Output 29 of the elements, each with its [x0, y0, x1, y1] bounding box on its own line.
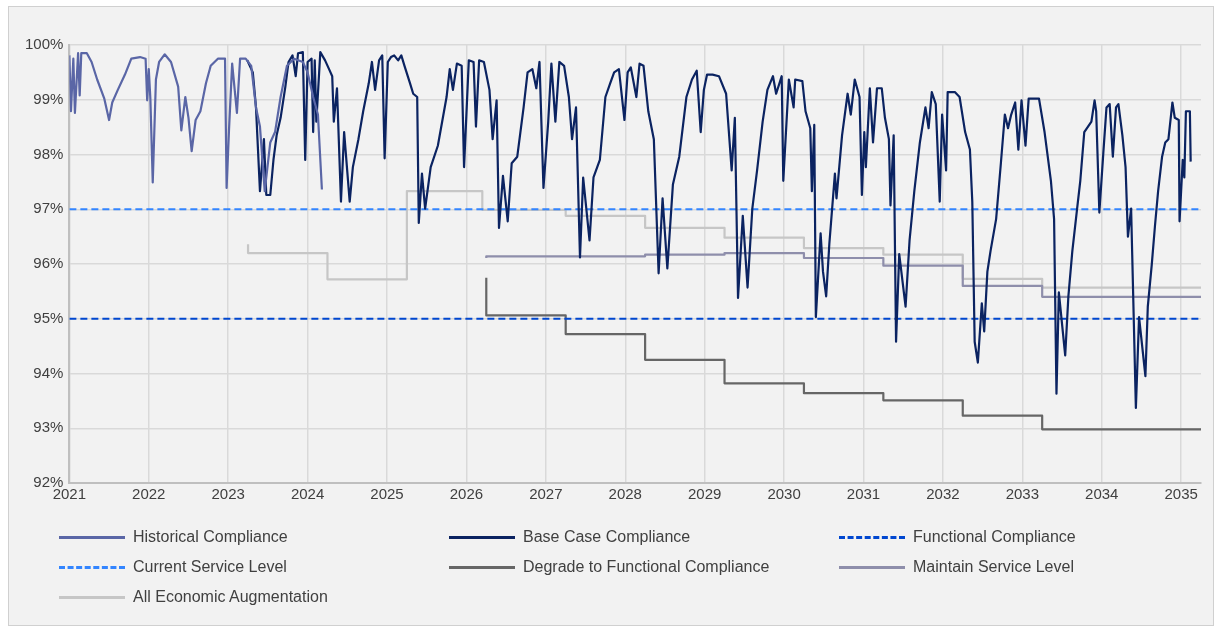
y-tick-label: 96%: [33, 254, 64, 272]
y-tick-label: 98%: [33, 144, 64, 162]
x-tick-label: 2024: [290, 485, 325, 503]
y-tick-label: 93%: [33, 418, 64, 436]
legend-label: Maintain Service Level: [913, 558, 1074, 576]
y-tick-label: 95%: [33, 308, 64, 326]
legend-label: Historical Compliance: [133, 528, 288, 546]
legend-label: All Economic Augmentation: [133, 588, 328, 606]
x-tick-label: 2032: [926, 485, 960, 503]
y-tick-label: 100%: [24, 35, 64, 53]
x-tick-label: 2030: [767, 485, 801, 503]
x-tick-label: 2028: [608, 485, 642, 503]
legend-label: Base Case Compliance: [523, 528, 691, 546]
y-tick-label: 99%: [33, 89, 64, 107]
x-tick-label: 2029: [687, 485, 722, 503]
y-tick-label: 94%: [33, 363, 64, 381]
x-tick-label: 2033: [1005, 485, 1040, 503]
x-tick-label: 2025: [370, 485, 404, 503]
x-tick-label: 2027: [529, 485, 563, 503]
x-tick-label: 2026: [449, 485, 484, 503]
legend-label: Current Service Level: [133, 558, 287, 576]
legend-label: Degrade to Functional Compliance: [523, 558, 770, 576]
legend-label: Functional Compliance: [913, 528, 1076, 546]
x-tick-label: 2022: [132, 485, 166, 503]
x-tick-label: 2031: [846, 485, 881, 503]
y-tick-label: 97%: [33, 199, 64, 217]
x-tick-label: 2034: [1085, 485, 1119, 503]
x-tick-label: 2035: [1164, 485, 1198, 503]
x-tick-label: 2023: [211, 485, 245, 503]
